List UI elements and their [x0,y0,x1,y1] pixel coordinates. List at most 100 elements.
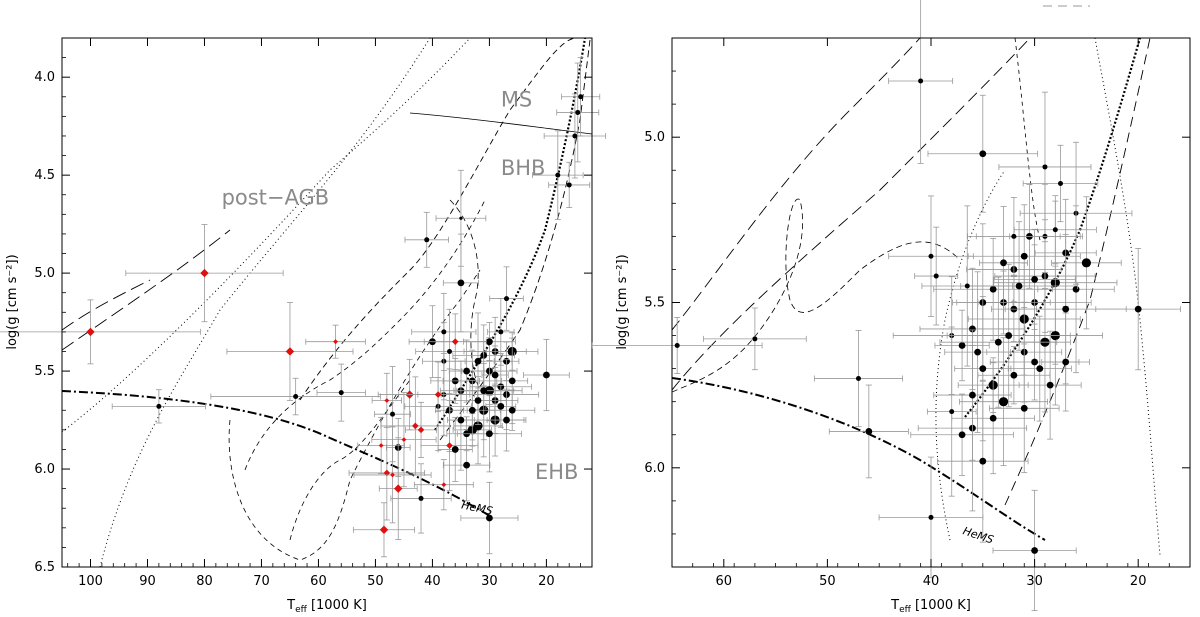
data-point [992,489,1077,612]
hems-track [672,377,1046,541]
red-data-point [380,376,451,476]
data-point [993,228,1076,330]
data-point [813,330,903,428]
dashed-track-3 [228,269,481,561]
data-point [988,343,1060,474]
left-data-points [0,57,607,558]
region-label: HeMS [460,498,494,517]
right-model-tracks [672,38,1161,556]
data-point [1007,315,1072,422]
left-ylabel: log(g [cm s⁻²]) [5,254,20,349]
right-axes: 60 50 40 30 20 5.0 5.5 6.0 [644,37,1191,589]
data-point [1022,144,1099,223]
red-data-point [423,313,487,370]
data-point [1013,195,1097,265]
red-data-point [125,224,284,323]
left-panel: MS BHB post−AGB EHB HeMS 100 90 80 70 60 50 40 30 20… [0,37,607,615]
x-tick-label: 50 [367,574,384,589]
x-tick-label: 60 [716,574,733,589]
data-point [933,329,1012,461]
data-point [453,341,514,441]
dashed-track-5 [1014,38,1041,241]
region-label: EHB [535,460,578,484]
y-tick-label: 5.0 [644,130,665,145]
data-point [543,93,607,179]
dashed-track-4 [672,198,961,393]
dashed-track-5 [289,379,411,541]
red-data-point [371,372,402,429]
data-point [989,323,1080,401]
red-data-point [226,302,354,401]
data-point [481,345,509,405]
data-point [703,307,807,371]
dashed-track-6 [449,199,481,391]
dashed-track-4 [244,199,486,471]
data-point [411,292,477,371]
tahb-track [434,38,587,431]
data-point [449,375,507,425]
data-point [828,384,909,479]
data-point [442,233,479,333]
dotted-track-2 [99,38,431,567]
tahb-track [964,38,1142,418]
dashed-track-2 [672,38,1031,391]
x-tick-label: 40 [923,574,940,589]
x-tick-label: 30 [1026,574,1043,589]
x-tick-label: 40 [424,574,441,589]
data-point [967,204,1081,309]
data-point [914,226,959,326]
right-xlabel: Teff [1000 K] [890,598,971,615]
right-ylabel: log(g [cm s⁻²]) [615,254,630,349]
y-tick-label: 4.5 [34,168,55,183]
right-data-points [591,0,1182,612]
left-xlabel: Teff [1000 K] [286,598,367,615]
data-point [921,205,1014,367]
data-point [487,298,515,366]
data-point [435,169,487,267]
data-point [910,393,1014,476]
data-point [951,362,1035,475]
left-region-labels: MS BHB post−AGB EHB HeMS [222,88,579,518]
x-tick-label: 30 [481,574,498,589]
y-tick-label: 5.5 [34,364,55,379]
x-tick-label: 90 [139,574,156,589]
ms-track [409,112,592,135]
region-label: HeMS [961,524,995,546]
data-point [548,161,591,208]
data-point [437,417,473,482]
y-tick-label: 6.0 [644,461,665,476]
data-point [404,211,449,268]
data-point [447,369,475,471]
region-label: post−AGB [222,186,330,210]
region-label: MS [501,88,532,112]
x-tick-label: 80 [196,574,213,589]
left-plot-frame [61,37,593,568]
dashed-track-3 [1004,38,1151,506]
data-point [967,197,1061,276]
dotted-track-1 [935,169,1006,541]
red-data-point [371,392,437,488]
dashed-track-1 [672,38,921,331]
data-point [1051,196,1122,330]
data-point [561,57,601,137]
data-point [959,337,1048,467]
red-data-point [352,502,416,558]
data-point [486,388,527,452]
x-tick-label: 20 [538,574,555,589]
x-tick-label: 20 [1130,574,1147,589]
data-point [489,389,536,431]
dashed-track-1 [299,38,576,401]
x-tick-label: 50 [819,574,836,589]
data-point [591,317,763,374]
data-point [111,389,206,424]
y-tick-label: 6.5 [34,560,55,575]
data-point [1095,248,1182,371]
data-point [1041,312,1090,412]
red-data-point [420,400,479,492]
data-point [1018,330,1082,440]
post-agb-track-2 [62,229,231,351]
data-point [979,206,1028,320]
dotted-track-1 [62,38,471,433]
region-label: BHB [501,156,546,180]
data-point [888,195,974,317]
